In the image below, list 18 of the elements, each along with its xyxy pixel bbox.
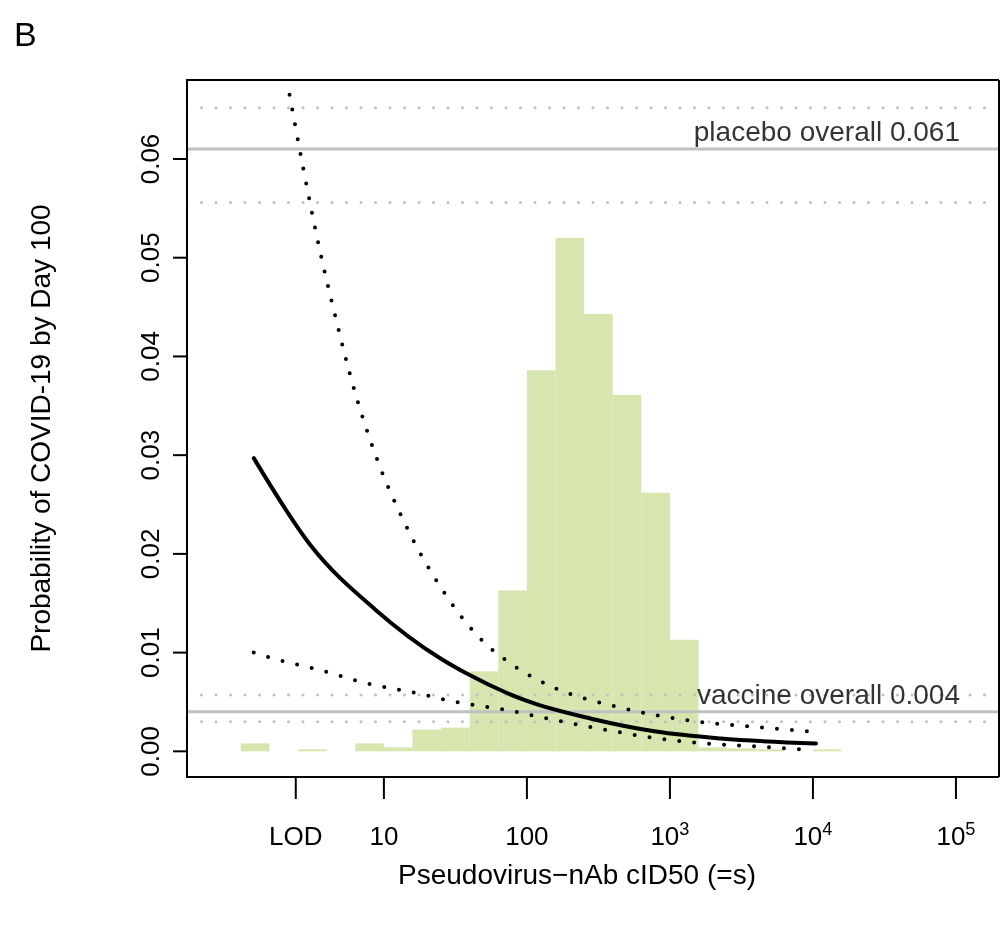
y-tick-label: 0.02 — [135, 528, 165, 580]
x-tick-label: 100 — [505, 821, 549, 851]
y-tick-label: 0.04 — [135, 331, 165, 382]
x-tick-label: 10 — [369, 821, 399, 851]
y-tick-label: 0.03 — [135, 429, 165, 481]
x-tick-label: 10$^{3}$ — [650, 819, 690, 851]
y-tick-label: 0.05 — [135, 232, 165, 284]
y-tick-label: 0.00 — [135, 726, 165, 777]
y-axis-title: Probability of COVID-19 by Day 100 — [25, 204, 56, 653]
x-tick-label: 10$^{5}$ — [936, 819, 976, 851]
ref-line-label: placebo overall 0.061 — [693, 116, 960, 148]
ref-line-label: vaccine overall 0.004 — [696, 678, 960, 710]
x-tick-label: LOD — [269, 821, 323, 851]
x-tick-label: 10$^{4}$ — [793, 819, 833, 851]
chart-title: B — [14, 15, 37, 53]
x-axis-title: Pseudovirus−nAb cID50 (=s) — [398, 859, 756, 890]
y-tick-label: 0.01 — [135, 627, 165, 678]
y-tick-label: 0.06 — [135, 133, 165, 185]
